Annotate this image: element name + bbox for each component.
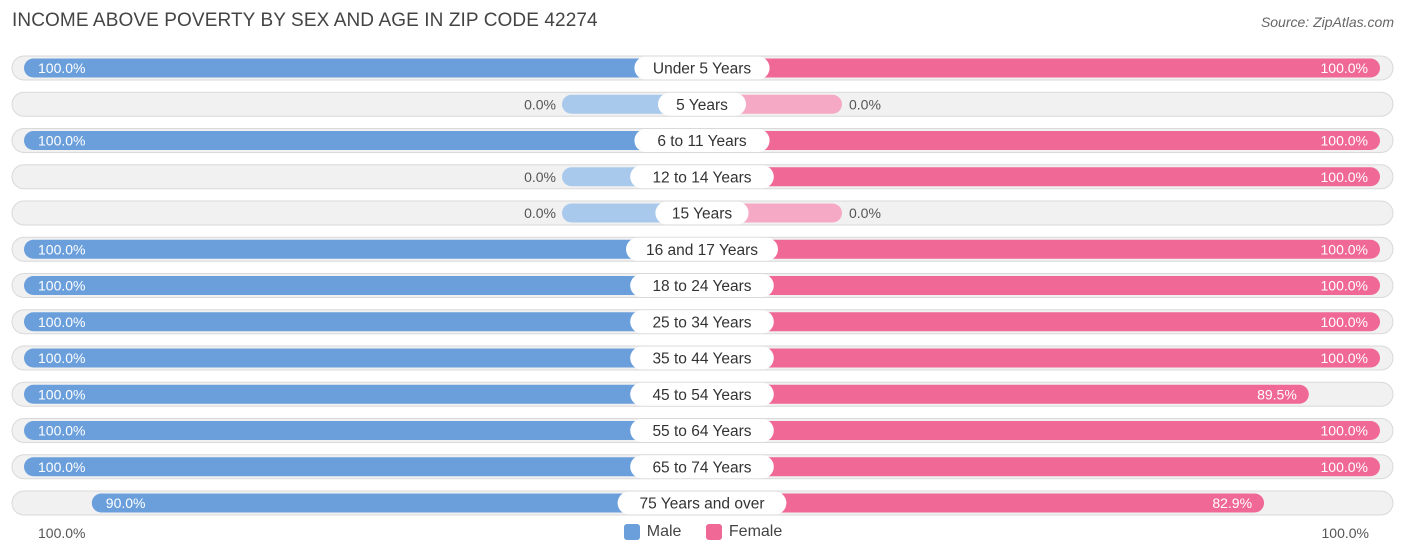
category-pill-6-to-11-years <box>634 129 770 152</box>
value-label-male-18-to-24-years: 100.0% <box>38 278 85 294</box>
bar-female-55-to-64-years <box>702 421 1380 440</box>
category-label-55-to-64-years: 55 to 64 Years <box>652 423 751 440</box>
category-label-35-to-44-years: 35 to 44 Years <box>652 351 751 368</box>
category-pill-12-to-14-years <box>630 165 774 189</box>
legend-swatch-male <box>623 524 640 540</box>
bar-female-18-to-24-years <box>702 276 1380 295</box>
category-label-12-to-14-years: 12 to 14 Years <box>652 169 751 186</box>
bar-male-6-to-11-years <box>24 131 702 150</box>
category-label-16-and-17-years: 16 and 17 Years <box>646 242 758 259</box>
value-label-female-6-to-11-years: 100.0% <box>1321 133 1368 149</box>
bar-male-18-to-24-years <box>24 276 702 295</box>
bar-male-65-to-74-years <box>24 457 702 477</box>
category-pill-16-and-17-years <box>626 237 778 261</box>
bar-female-6-to-11-years <box>702 131 1380 150</box>
value-label-male-25-to-34-years: 100.0% <box>38 314 85 330</box>
category-label-45-to-54-years: 45 to 54 Years <box>652 387 751 404</box>
value-label-female-18-to-24-years: 100.0% <box>1321 278 1368 294</box>
legend-label-female: Female <box>728 523 783 540</box>
axis-left-label: 100.0% <box>38 525 86 541</box>
value-label-male-under-5-years: 100.0% <box>38 60 85 76</box>
value-label-male-35-to-44-years: 100.0% <box>38 350 85 366</box>
bar-female-75-years-and-over <box>702 493 1265 513</box>
category-label-15-years: 15 Years <box>672 206 733 223</box>
category-label-5-years: 5 Years <box>676 97 728 114</box>
bar-female-16-and-17-years <box>702 239 1380 259</box>
category-label-6-to-11-years: 6 to 11 Years <box>657 133 747 150</box>
category-pill-55-to-64-years <box>630 419 774 442</box>
value-label-female-5-years: 0.0% <box>849 96 881 112</box>
legend-label-male: Male <box>646 523 682 540</box>
value-label-female-under-5-years: 100.0% <box>1321 60 1368 76</box>
category-pill-45-to-54-years <box>630 382 774 406</box>
category-pill-under-5-years <box>634 56 770 80</box>
category-label-18-to-24-years: 18 to 24 Years <box>652 278 751 295</box>
bar-male-25-to-34-years <box>24 312 702 332</box>
bar-male-35-to-44-years <box>24 348 702 368</box>
legend-item-male[interactable]: Male <box>623 523 682 541</box>
value-label-male-5-years: 0.0% <box>524 96 556 112</box>
bar-male-16-and-17-years <box>24 239 702 259</box>
legend-item-female[interactable]: Female <box>705 523 783 541</box>
bar-female-12-to-14-years <box>702 167 1380 187</box>
category-pill-35-to-44-years <box>630 346 774 370</box>
bar-male-45-to-54-years <box>24 384 702 404</box>
category-pill-18-to-24-years <box>630 274 774 297</box>
category-pill-65-to-74-years <box>630 455 774 479</box>
value-label-male-12-to-14-years: 0.0% <box>524 169 556 185</box>
bar-male-under-5-years <box>24 58 702 78</box>
value-label-male-55-to-64-years: 100.0% <box>38 423 85 439</box>
value-label-female-25-to-34-years: 100.0% <box>1321 314 1368 330</box>
value-label-male-45-to-54-years: 100.0% <box>38 386 85 402</box>
category-label-65-to-74-years: 65 to 74 Years <box>652 459 751 476</box>
value-label-female-75-years-and-over: 82.9% <box>1212 495 1252 511</box>
bar-female-under-5-years <box>702 58 1380 78</box>
bar-female-65-to-74-years <box>702 457 1380 477</box>
bar-male-75-years-and-over <box>91 493 703 513</box>
value-label-male-75-years-and-over: 90.0% <box>106 495 146 511</box>
value-label-female-55-to-64-years: 100.0% <box>1321 423 1368 439</box>
category-label-75-years-and-over: 75 Years and over <box>640 496 765 513</box>
value-label-male-65-to-74-years: 100.0% <box>38 459 85 475</box>
chart-source: Source: ZipAtlas.com <box>1260 14 1394 30</box>
category-pill-15-years <box>655 201 749 225</box>
value-label-male-16-and-17-years: 100.0% <box>38 241 85 257</box>
value-label-male-15-years: 0.0% <box>524 205 556 221</box>
value-label-female-16-and-17-years: 100.0% <box>1321 241 1368 257</box>
legend: Male Female <box>0 523 1406 545</box>
value-label-female-12-to-14-years: 100.0% <box>1321 169 1368 185</box>
bar-male-55-to-64-years <box>24 421 702 440</box>
category-label-25-to-34-years: 25 to 34 Years <box>652 314 751 331</box>
category-pill-25-to-34-years <box>630 310 774 334</box>
value-label-female-45-to-54-years: 89.5% <box>1257 386 1297 402</box>
category-label-under-5-years: Under 5 Years <box>653 61 751 78</box>
bar-female-45-to-54-years <box>702 384 1309 404</box>
category-pill-5-years <box>658 92 746 116</box>
legend-swatch-female <box>705 524 722 540</box>
bar-female-25-to-34-years <box>702 312 1380 332</box>
value-label-female-35-to-44-years: 100.0% <box>1321 350 1368 366</box>
chart-title: INCOME ABOVE POVERTY BY SEX AND AGE IN Z… <box>12 10 598 31</box>
value-label-female-65-to-74-years: 100.0% <box>1321 459 1368 475</box>
category-pill-75-years-and-over <box>617 491 787 515</box>
axis-right-label: 100.0% <box>1321 525 1369 541</box>
chart-plot: 100.0% 100.0% Under 5 Years 0.0% 0.0% 5 Years… <box>11 55 1394 516</box>
bar-female-35-to-44-years <box>702 348 1380 368</box>
value-label-male-6-to-11-years: 100.0% <box>38 133 85 149</box>
value-label-female-15-years: 0.0% <box>849 205 881 221</box>
